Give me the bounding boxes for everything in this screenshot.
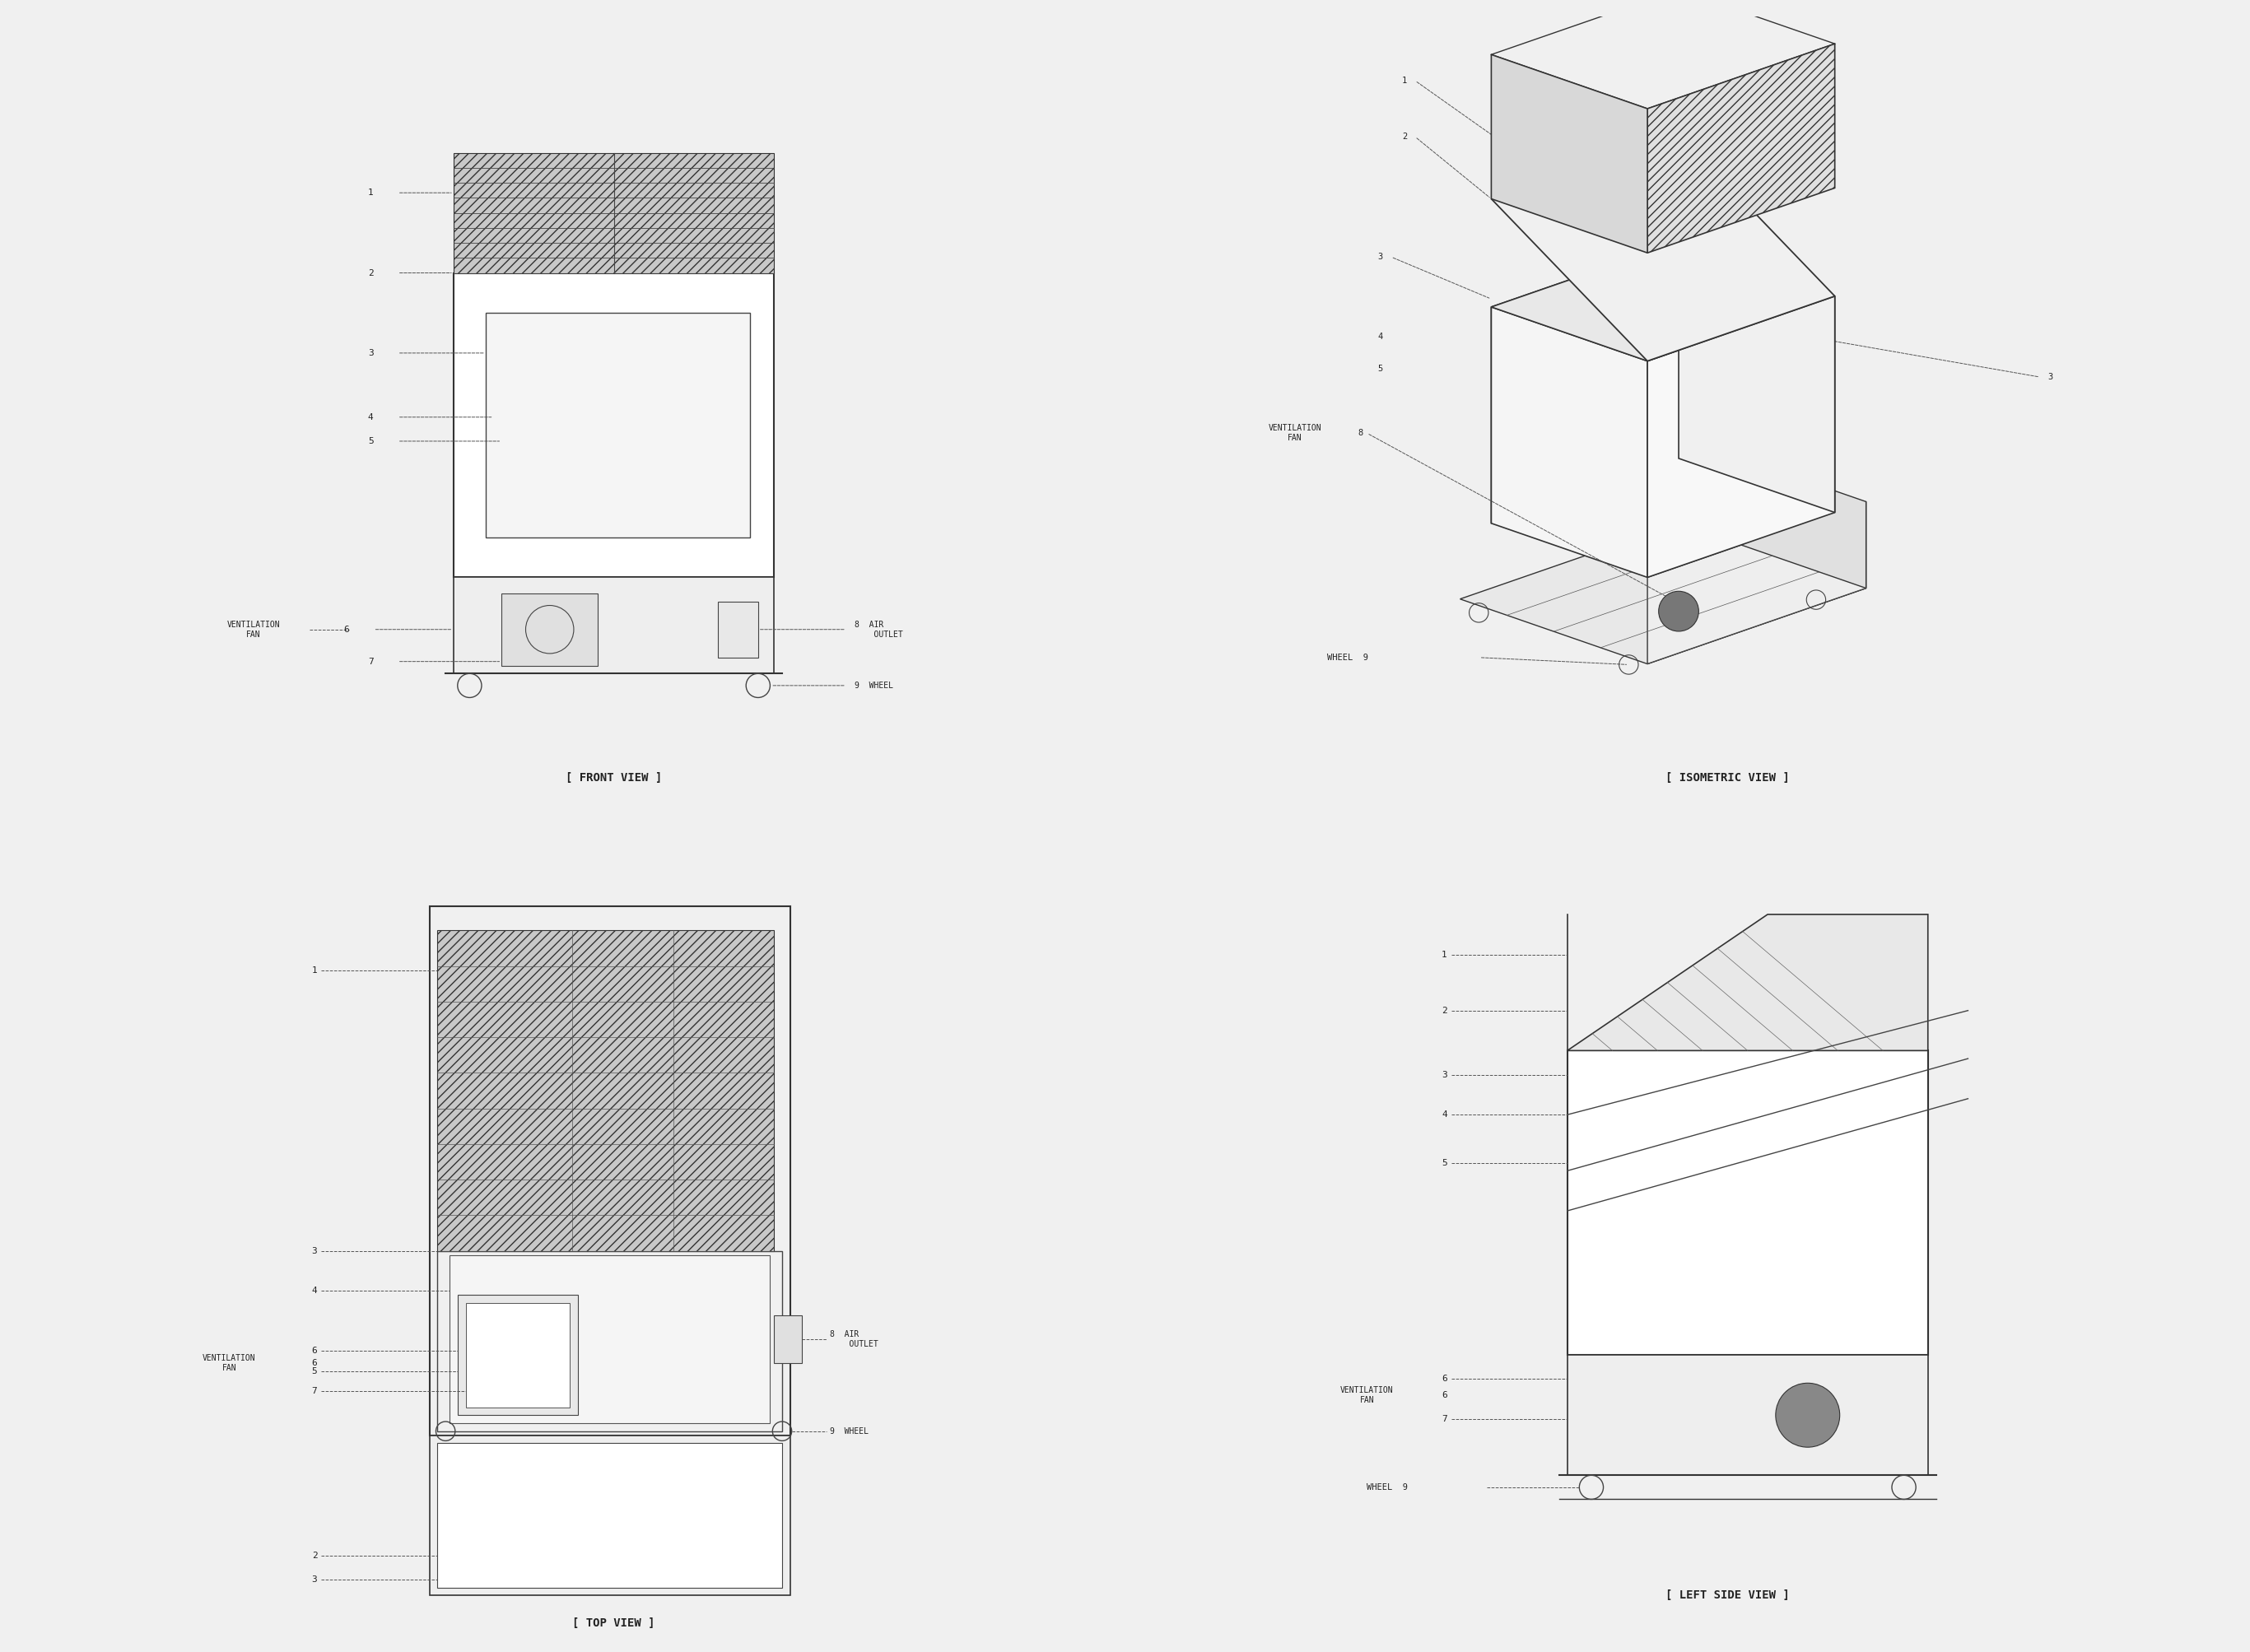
Bar (454, 152, 774, 273)
Text: 4: 4 (1377, 334, 1384, 340)
Polygon shape (1492, 243, 1678, 524)
Bar (436, 930, 774, 1251)
Text: 3: 3 (1377, 253, 1384, 261)
Polygon shape (1460, 524, 1865, 664)
Text: 9  WHEEL: 9 WHEEL (830, 1427, 868, 1436)
Text: 3: 3 (367, 349, 374, 357)
Text: 7: 7 (367, 657, 374, 666)
Text: 3: 3 (2048, 373, 2054, 382)
Text: VENTILATION
FAN: VENTILATION FAN (1269, 425, 1321, 443)
Text: 8  AIR
    OUTLET: 8 AIR OUTLET (855, 621, 902, 638)
Bar (486, 312, 749, 537)
Text: 4: 4 (313, 1287, 317, 1295)
Polygon shape (1647, 296, 1834, 578)
Text: 3: 3 (313, 1576, 317, 1584)
Text: 5: 5 (367, 438, 374, 446)
Bar (1568, 1355, 1928, 1475)
Polygon shape (1568, 915, 1928, 1051)
Text: VENTILATION
FAN: VENTILATION FAN (202, 1355, 256, 1371)
Bar (774, 1315, 803, 1363)
Text: 4: 4 (1442, 1110, 1447, 1118)
Circle shape (1775, 1383, 1840, 1447)
Text: 3: 3 (1442, 1070, 1447, 1079)
Text: 6: 6 (313, 1346, 317, 1355)
Bar (454, 273, 774, 578)
Bar (436, 1251, 783, 1431)
Text: 1: 1 (1402, 76, 1406, 84)
Text: 1: 1 (367, 188, 374, 197)
Text: 5: 5 (313, 1366, 317, 1374)
Circle shape (1658, 591, 1699, 631)
Text: WHEEL  9: WHEEL 9 (1368, 1483, 1408, 1492)
Polygon shape (1678, 436, 1865, 588)
Text: [ TOP VIEW ]: [ TOP VIEW ] (572, 1617, 655, 1629)
Text: WHEEL  9: WHEEL 9 (1328, 654, 1368, 661)
Text: 8  AIR
    OUTLET: 8 AIR OUTLET (830, 1330, 878, 1348)
Text: 6: 6 (1442, 1391, 1447, 1399)
Bar (454, 578, 774, 674)
Text: 6: 6 (1442, 1374, 1447, 1383)
Text: [ LEFT SIDE VIEW ]: [ LEFT SIDE VIEW ] (1665, 1589, 1789, 1601)
Text: 7: 7 (1442, 1416, 1447, 1424)
Text: 5: 5 (1442, 1158, 1447, 1166)
Bar (457, 1295, 578, 1416)
Polygon shape (1492, 134, 1834, 362)
Text: 1: 1 (1442, 950, 1447, 958)
Polygon shape (1492, 55, 1647, 253)
Text: [ FRONT VIEW ]: [ FRONT VIEW ] (565, 771, 661, 783)
Text: 4: 4 (367, 413, 374, 421)
Bar (436, 1444, 783, 1588)
Bar (718, 601, 758, 657)
Text: 2: 2 (1442, 1006, 1447, 1014)
Text: 9  WHEEL: 9 WHEEL (855, 681, 893, 689)
Text: VENTILATION
FAN: VENTILATION FAN (1341, 1386, 1393, 1404)
Polygon shape (1492, 243, 1834, 362)
Text: 6: 6 (344, 626, 349, 634)
Bar (450, 1256, 770, 1422)
Text: 1: 1 (313, 966, 317, 975)
Text: 8: 8 (1357, 430, 1364, 438)
Text: 2: 2 (313, 1551, 317, 1559)
Bar (430, 1436, 790, 1596)
Polygon shape (1492, 307, 1647, 578)
Polygon shape (1647, 502, 1865, 664)
Text: 5: 5 (1377, 365, 1384, 373)
Text: [ ISOMETRIC VIEW ]: [ ISOMETRIC VIEW ] (1665, 771, 1789, 783)
Bar (466, 1303, 569, 1408)
Bar (430, 907, 790, 1436)
Bar (1568, 1051, 1928, 1355)
Text: 3: 3 (313, 1247, 317, 1256)
Text: 2: 2 (1402, 132, 1406, 140)
Bar (502, 593, 598, 666)
Polygon shape (1678, 243, 1834, 512)
Text: 7: 7 (313, 1388, 317, 1396)
Text: 2: 2 (367, 269, 374, 278)
Text: VENTILATION
FAN: VENTILATION FAN (227, 621, 279, 638)
Text: 6: 6 (313, 1360, 317, 1368)
Polygon shape (1647, 43, 1834, 253)
